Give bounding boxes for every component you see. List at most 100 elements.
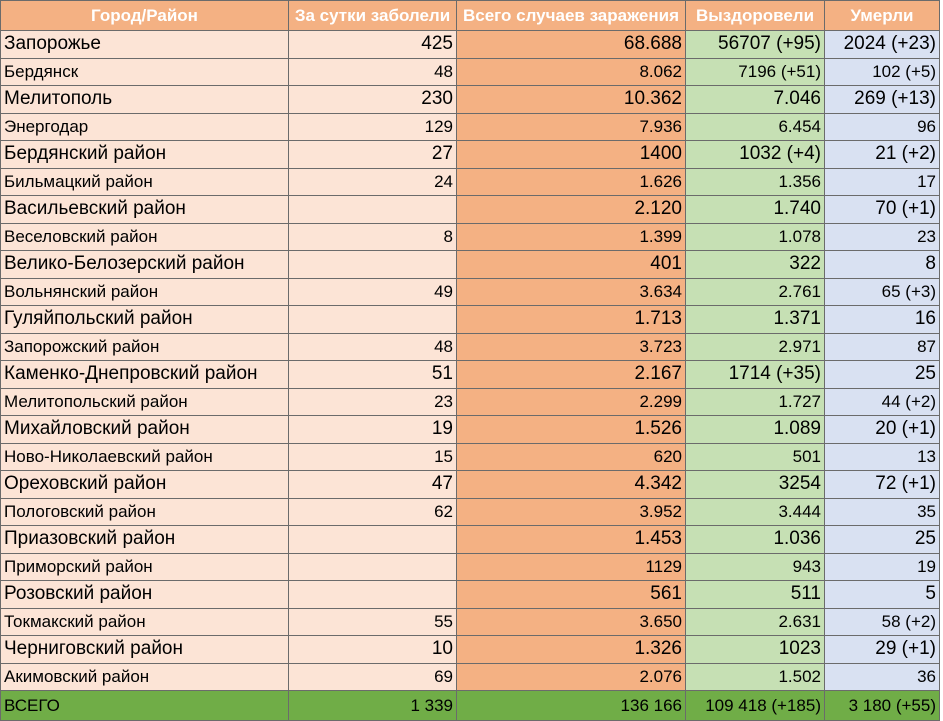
cell-daily-cases: 47: [288, 470, 457, 499]
cell-total-cases: 3.952: [456, 497, 686, 526]
cell-recovered: 2.761: [685, 277, 825, 306]
header-total-cases: Всего случаев заражения: [456, 0, 686, 31]
cell-recovered: 1.036: [685, 525, 825, 554]
cell-city: Ореховский район: [0, 470, 289, 499]
cell-city: Приазовский район: [0, 525, 289, 554]
table-row: Бильмацкий район 24 1.626 1.356 17: [0, 167, 940, 196]
cell-daily-cases: 10: [288, 635, 457, 664]
cell-recovered: 501: [685, 442, 825, 471]
cell-daily-cases: 51: [288, 360, 457, 389]
cell-total-cases: 1129: [456, 552, 686, 581]
cell-daily-cases: 230: [288, 85, 457, 114]
cell-city: Михайловский район: [0, 415, 289, 444]
table-row: Ореховский район 47 4.342 3254 72 (+1): [0, 470, 940, 499]
cell-recovered: 1.727: [685, 387, 825, 416]
cell-deaths: 19: [824, 552, 940, 581]
cell-total-cases: 1.326: [456, 635, 686, 664]
cell-daily-cases: [288, 195, 457, 224]
cell-total-cases: 3.723: [456, 332, 686, 361]
table-row: Приморский район 1129 943 19: [0, 552, 940, 581]
table-row: Мелитополь 230 10.362 7.046 269 (+13): [0, 85, 940, 114]
cell-city: Мелитополь: [0, 85, 289, 114]
cell-deaths: 269 (+13): [824, 85, 940, 114]
total-row: ВСЕГО 1 339 136 166 109 418 (+185) 3 180 (+5…: [0, 690, 940, 721]
cell-recovered: 3.444: [685, 497, 825, 526]
cell-deaths: 8: [824, 250, 940, 279]
cell-recovered: 1.089: [685, 415, 825, 444]
cell-total-cases: 2.299: [456, 387, 686, 416]
table-row: Васильевский район 2.120 1.740 70 (+1): [0, 195, 940, 224]
cell-city: Васильевский район: [0, 195, 289, 224]
cell-daily-cases: [288, 250, 457, 279]
cell-city: Бердянский район: [0, 140, 289, 169]
cell-daily-cases: [288, 305, 457, 334]
cell-city: Пологовский район: [0, 497, 289, 526]
cell-total-cases: 1.526: [456, 415, 686, 444]
cell-deaths: 35: [824, 497, 940, 526]
cell-city: Акимовский район: [0, 662, 289, 691]
cell-city: Запорожский район: [0, 332, 289, 361]
table-row: Пологовский район 62 3.952 3.444 35: [0, 497, 940, 526]
cell-total-cases: 3.634: [456, 277, 686, 306]
cell-total-cases: 2.167: [456, 360, 686, 389]
cell-total-cases: 7.936: [456, 112, 686, 141]
cell-daily-cases: 8: [288, 222, 457, 251]
cell-recovered: 1.078: [685, 222, 825, 251]
table-body: Запорожье 425 68.688 56707 (+95) 2024 (+23) Б…: [0, 30, 940, 721]
cell-deaths: 13: [824, 442, 940, 471]
header-row: Город/Район За сутки заболели Всего случ…: [0, 0, 940, 31]
cell-daily-cases: 49: [288, 277, 457, 306]
cell-recovered: 3254: [685, 470, 825, 499]
total-recovered: 109 418 (+185): [685, 690, 825, 721]
table-row: Мелитопольский район 23 2.299 1.727 44 (+2): [0, 387, 940, 416]
cell-recovered: 1714 (+35): [685, 360, 825, 389]
cell-city: Гуляйпольский район: [0, 305, 289, 334]
cell-recovered: 1.502: [685, 662, 825, 691]
cell-city: Розовский район: [0, 580, 289, 609]
cell-daily-cases: 55: [288, 607, 457, 636]
cell-recovered: 1.371: [685, 305, 825, 334]
cell-deaths: 87: [824, 332, 940, 361]
table-row: Велико-Белозерский район 401 322 8: [0, 250, 940, 279]
cell-deaths: 17: [824, 167, 940, 196]
cell-recovered: 2.631: [685, 607, 825, 636]
cell-city: Каменко-Днепровский район: [0, 360, 289, 389]
table-row: Ново-Николаевский район 15 620 501 13: [0, 442, 940, 471]
total-label: ВСЕГО: [0, 690, 289, 721]
table-row: Черниговский район 10 1.326 1023 29 (+1): [0, 635, 940, 664]
cell-total-cases: 4.342: [456, 470, 686, 499]
table-row: Запорожье 425 68.688 56707 (+95) 2024 (+23): [0, 30, 940, 59]
cell-total-cases: 3.650: [456, 607, 686, 636]
table-row: Вольнянский район 49 3.634 2.761 65 (+3): [0, 277, 940, 306]
cell-deaths: 72 (+1): [824, 470, 940, 499]
table-row: Энергодар 129 7.936 6.454 96: [0, 112, 940, 141]
cell-deaths: 16: [824, 305, 940, 334]
cell-daily-cases: 23: [288, 387, 457, 416]
table-row: Каменко-Днепровский район 51 2.167 1714 (+3…: [0, 360, 940, 389]
cell-daily-cases: 27: [288, 140, 457, 169]
cell-daily-cases: 69: [288, 662, 457, 691]
cell-recovered: 322: [685, 250, 825, 279]
total-cases: 136 166: [456, 690, 686, 721]
cell-recovered: 2.971: [685, 332, 825, 361]
cell-deaths: 96: [824, 112, 940, 141]
header-city: Город/Район: [0, 0, 289, 31]
cell-recovered: 943: [685, 552, 825, 581]
cell-deaths: 5: [824, 580, 940, 609]
table-row: Веселовский район 8 1.399 1.078 23: [0, 222, 940, 251]
cell-daily-cases: 62: [288, 497, 457, 526]
cell-city: Энергодар: [0, 112, 289, 141]
cell-daily-cases: 15: [288, 442, 457, 471]
cell-daily-cases: [288, 525, 457, 554]
cell-recovered: 1032 (+4): [685, 140, 825, 169]
table-row: Михайловский район 19 1.526 1.089 20 (+1): [0, 415, 940, 444]
cell-deaths: 20 (+1): [824, 415, 940, 444]
table-row: Акимовский район 69 2.076 1.502 36: [0, 662, 940, 691]
cell-deaths: 25: [824, 525, 940, 554]
cell-city: Бильмацкий район: [0, 167, 289, 196]
cell-city: Приморский район: [0, 552, 289, 581]
cell-daily-cases: 48: [288, 57, 457, 86]
cell-deaths: 23: [824, 222, 940, 251]
cell-total-cases: 2.120: [456, 195, 686, 224]
cell-recovered: 56707 (+95): [685, 30, 825, 59]
